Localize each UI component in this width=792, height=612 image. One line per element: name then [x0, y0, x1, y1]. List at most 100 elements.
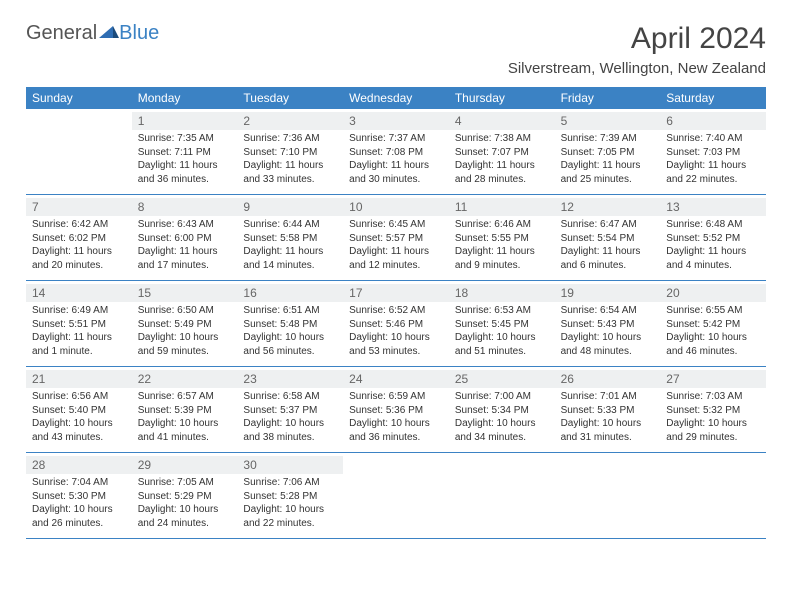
info-line: and 56 minutes.	[243, 345, 337, 359]
day-info: Sunrise: 7:05 AMSunset: 5:29 PMDaylight:…	[138, 476, 232, 530]
day-info: Sunrise: 6:50 AMSunset: 5:49 PMDaylight:…	[138, 304, 232, 358]
day-info: Sunrise: 7:06 AMSunset: 5:28 PMDaylight:…	[243, 476, 337, 530]
info-line: Sunset: 5:54 PM	[561, 232, 655, 246]
info-line: Sunrise: 6:50 AM	[138, 304, 232, 318]
info-line: Sunrise: 6:47 AM	[561, 218, 655, 232]
day-info: Sunrise: 6:58 AMSunset: 5:37 PMDaylight:…	[243, 390, 337, 444]
info-line: Daylight: 11 hours	[561, 159, 655, 173]
day-header: Saturday	[660, 87, 766, 109]
day-number: 22	[132, 370, 238, 388]
info-line: and 24 minutes.	[138, 517, 232, 531]
day-cell: 21Sunrise: 6:56 AMSunset: 5:40 PMDayligh…	[26, 367, 132, 452]
info-line: Sunset: 5:57 PM	[349, 232, 443, 246]
day-info: Sunrise: 7:40 AMSunset: 7:03 PMDaylight:…	[666, 132, 760, 186]
day-info: Sunrise: 7:38 AMSunset: 7:07 PMDaylight:…	[455, 132, 549, 186]
day-cell	[660, 453, 766, 538]
day-headers-row: SundayMondayTuesdayWednesdayThursdayFrid…	[26, 87, 766, 109]
info-line: Sunrise: 7:03 AM	[666, 390, 760, 404]
day-number: 23	[237, 370, 343, 388]
info-line: Sunrise: 6:49 AM	[32, 304, 126, 318]
info-line: and 46 minutes.	[666, 345, 760, 359]
info-line: Sunrise: 7:36 AM	[243, 132, 337, 146]
day-cell: 14 Sunrise: 6:49 AMSunset: 5:51 PMDayligh…	[26, 281, 132, 366]
day-cell: 1 Sunrise: 7:35 AMSunset: 7:11 PMDaylight…	[132, 109, 238, 194]
day-cell	[555, 453, 661, 538]
week-row: 7Sunrise: 6:42 AMSunset: 6:02 PMDaylight…	[26, 195, 766, 281]
day-cell: 26 Sunrise: 7:01 AMSunset: 5:33 PMDayligh…	[555, 367, 661, 452]
info-line: and 31 minutes.	[561, 431, 655, 445]
info-line: Sunset: 6:00 PM	[138, 232, 232, 246]
info-line: Sunrise: 6:43 AM	[138, 218, 232, 232]
info-line: Sunset: 5:36 PM	[349, 404, 443, 418]
info-line: Daylight: 11 hours	[32, 245, 126, 259]
calendar: SundayMondayTuesdayWednesdayThursdayFrid…	[26, 87, 766, 539]
info-line: Sunset: 5:33 PM	[561, 404, 655, 418]
info-line: Sunrise: 6:56 AM	[32, 390, 126, 404]
day-cell: 9Sunrise: 6:44 AMSunset: 5:58 PMDaylight…	[237, 195, 343, 280]
day-number: 8	[132, 198, 238, 216]
day-cell: 18Sunrise: 6:53 AMSunset: 5:45 PMDayligh…	[449, 281, 555, 366]
info-line: Daylight: 11 hours	[349, 159, 443, 173]
info-line: Daylight: 10 hours	[455, 331, 549, 345]
day-header: Thursday	[449, 87, 555, 109]
info-line: Daylight: 11 hours	[138, 159, 232, 173]
info-line: Daylight: 10 hours	[349, 417, 443, 431]
info-line: Daylight: 11 hours	[455, 159, 549, 173]
info-line: Daylight: 10 hours	[455, 417, 549, 431]
info-line: Sunrise: 7:06 AM	[243, 476, 337, 490]
day-number: 13	[660, 198, 766, 216]
info-line: Sunset: 5:29 PM	[138, 490, 232, 504]
day-number: 20	[660, 284, 766, 302]
day-number: 16	[237, 284, 343, 302]
day-info: Sunrise: 6:49 AMSunset: 5:51 PMDaylight:…	[32, 304, 126, 358]
day-info: Sunrise: 7:35 AMSunset: 7:11 PMDaylight:…	[138, 132, 232, 186]
info-line: and 33 minutes.	[243, 173, 337, 187]
logo-triangle-icon	[99, 22, 119, 45]
info-line: Sunset: 5:55 PM	[455, 232, 549, 246]
month-title: April 2024	[508, 22, 766, 56]
day-number: 26	[555, 370, 661, 388]
day-number: 28	[26, 456, 132, 474]
day-cell	[343, 453, 449, 538]
info-line: and 43 minutes.	[32, 431, 126, 445]
info-line: Sunset: 5:46 PM	[349, 318, 443, 332]
day-number: 1	[132, 112, 238, 130]
day-info: Sunrise: 6:42 AMSunset: 6:02 PMDaylight:…	[32, 218, 126, 272]
day-info: Sunrise: 7:01 AMSunset: 5:33 PMDaylight:…	[561, 390, 655, 444]
info-line: Sunrise: 6:59 AM	[349, 390, 443, 404]
day-info: Sunrise: 7:37 AMSunset: 7:08 PMDaylight:…	[349, 132, 443, 186]
info-line: Daylight: 11 hours	[243, 159, 337, 173]
info-line: and 17 minutes.	[138, 259, 232, 273]
day-info: Sunrise: 6:59 AMSunset: 5:36 PMDaylight:…	[349, 390, 443, 444]
info-line: Sunrise: 7:38 AM	[455, 132, 549, 146]
info-line: Daylight: 10 hours	[243, 331, 337, 345]
logo: General Blue	[26, 22, 159, 45]
day-number: 14	[26, 284, 132, 302]
info-line: Daylight: 10 hours	[666, 417, 760, 431]
day-cell: 23 Sunrise: 6:58 AMSunset: 5:37 PMDayligh…	[237, 367, 343, 452]
info-line: Sunset: 5:32 PM	[666, 404, 760, 418]
day-cell: 17Sunrise: 6:52 AMSunset: 5:46 PMDayligh…	[343, 281, 449, 366]
info-line: Daylight: 10 hours	[243, 503, 337, 517]
info-line: and 36 minutes.	[349, 431, 443, 445]
info-line: and 4 minutes.	[666, 259, 760, 273]
day-info: Sunrise: 7:39 AMSunset: 7:05 PMDaylight:…	[561, 132, 655, 186]
info-line: Sunset: 7:05 PM	[561, 146, 655, 160]
week-row: 21Sunrise: 6:56 AMSunset: 5:40 PMDayligh…	[26, 367, 766, 453]
day-cell: 25Sunrise: 7:00 AMSunset: 5:34 PMDayligh…	[449, 367, 555, 452]
info-line: Sunset: 5:42 PM	[666, 318, 760, 332]
info-line: Sunset: 5:58 PM	[243, 232, 337, 246]
info-line: and 20 minutes.	[32, 259, 126, 273]
day-cell: 24 Sunrise: 6:59 AMSunset: 5:36 PMDayligh…	[343, 367, 449, 452]
day-info: Sunrise: 6:54 AMSunset: 5:43 PMDaylight:…	[561, 304, 655, 358]
info-line: and 6 minutes.	[561, 259, 655, 273]
info-line: Sunset: 5:48 PM	[243, 318, 337, 332]
info-line: Daylight: 11 hours	[138, 245, 232, 259]
day-number: 24	[343, 370, 449, 388]
info-line: Daylight: 10 hours	[32, 417, 126, 431]
day-cell: 3Sunrise: 7:37 AMSunset: 7:08 PMDaylight…	[343, 109, 449, 194]
info-line: Daylight: 11 hours	[666, 159, 760, 173]
info-line: Sunset: 5:34 PM	[455, 404, 549, 418]
info-line: Daylight: 11 hours	[32, 331, 126, 345]
info-line: Daylight: 10 hours	[243, 417, 337, 431]
